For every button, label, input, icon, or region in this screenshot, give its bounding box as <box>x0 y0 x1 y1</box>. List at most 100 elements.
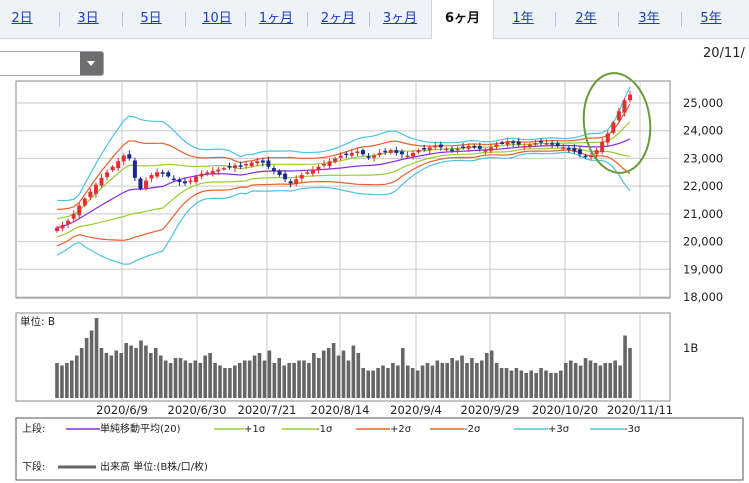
volume-bar <box>272 363 277 398</box>
candle-up <box>316 166 321 170</box>
legend-upper-label: 上段: <box>22 422 45 435</box>
volume-bar <box>440 363 445 398</box>
volume-bar <box>391 363 395 398</box>
candle-up <box>628 94 632 101</box>
indicator-select[interactable] <box>0 51 104 76</box>
price-tick-label: 24,000 <box>683 124 723 138</box>
volume-bar <box>593 363 598 398</box>
candle-up <box>544 143 549 145</box>
candle-up <box>149 175 154 179</box>
volume-bar <box>445 363 450 398</box>
tab-10-days[interactable]: 10日 <box>202 11 232 26</box>
volume-bar <box>524 373 529 398</box>
volume-bar <box>312 353 316 398</box>
candle-down <box>288 181 293 184</box>
candle-up <box>349 152 354 156</box>
volume-bar <box>583 358 588 398</box>
volume-bar <box>559 370 563 398</box>
candle-down <box>344 153 349 156</box>
tab-1-year[interactable]: 1年 <box>512 11 534 26</box>
volume-bar <box>104 353 109 398</box>
plus-2-sigma-line <box>56 103 631 210</box>
tab-1-month[interactable]: 1ヶ月 <box>258 11 294 26</box>
volume-bar <box>613 360 617 398</box>
date-tick-label: 2020/10/20 <box>532 403 598 417</box>
volume-bars <box>55 318 632 398</box>
volume-bar <box>287 363 291 398</box>
volume-bar <box>79 348 84 398</box>
volume-bar <box>598 365 603 398</box>
price-tick-label: 25,000 <box>683 96 723 110</box>
tab-3-years[interactable]: 3年 <box>638 11 660 26</box>
tab-5-days[interactable]: 5日 <box>140 11 162 26</box>
volume-bar <box>262 360 267 398</box>
price-tick-label: 19,000 <box>683 262 723 276</box>
candle-down <box>577 149 582 155</box>
volume-bar <box>376 368 380 398</box>
candle-up <box>99 177 104 186</box>
volume-bar <box>109 355 114 398</box>
chevron-down-icon[interactable] <box>80 52 103 75</box>
volume-bar <box>74 355 79 398</box>
candle-down <box>550 143 555 145</box>
candle-down <box>477 145 482 149</box>
tab-3-days[interactable]: 3日 <box>77 11 99 26</box>
price-plot-frame <box>15 80 671 299</box>
tab-separator <box>618 12 619 27</box>
tab-separator <box>681 12 682 27</box>
volume-bar <box>119 353 124 398</box>
volume-bar <box>405 365 410 398</box>
bollinger-bands <box>56 86 631 265</box>
volume-bar <box>65 363 69 398</box>
tab-5-years[interactable]: 5年 <box>700 11 722 26</box>
candle-up <box>66 220 71 225</box>
candle-up <box>622 100 627 113</box>
candle-up <box>377 152 382 155</box>
volume-bar <box>504 368 509 398</box>
volume-bar <box>134 348 138 398</box>
candle-up <box>244 163 249 166</box>
candle-up <box>589 155 594 158</box>
candle-up <box>305 172 310 174</box>
candle-up <box>255 161 260 164</box>
candle-up <box>199 173 204 177</box>
candle-down <box>171 178 176 181</box>
volume-bar <box>99 348 104 398</box>
candle-down <box>383 150 388 153</box>
tab-2-years[interactable]: 2年 <box>575 11 597 26</box>
candle-up <box>405 155 410 158</box>
volume-bar <box>149 353 153 398</box>
tab-2-months[interactable]: 2ヶ月 <box>320 11 356 26</box>
candle-down <box>394 150 399 153</box>
candle-up <box>416 150 421 153</box>
tab-2-days[interactable]: 2日 <box>11 11 33 26</box>
volume-bar <box>242 360 247 398</box>
candle-up <box>338 155 343 158</box>
tab-3-months[interactable]: 3ヶ月 <box>382 11 418 26</box>
volume-bar <box>228 368 232 398</box>
volume-bar <box>302 360 306 398</box>
legend-item-plus1: +1σ <box>244 424 266 435</box>
tab-6-months[interactable]: 6ヶ月 <box>431 0 494 39</box>
candle-down <box>127 154 132 159</box>
volume-bar <box>70 360 74 398</box>
volume-bar <box>460 355 464 398</box>
volume-bar <box>386 368 390 398</box>
candle-up <box>505 141 510 145</box>
candle-up <box>205 172 210 174</box>
date-tick-label: 2020/9/4 <box>390 403 442 417</box>
volume-bar <box>588 360 593 398</box>
volume-bar <box>321 350 326 398</box>
volume-bar <box>158 355 163 398</box>
date-label: 20/11/ <box>703 46 745 61</box>
volume-unit-label: 単位: B <box>20 315 55 328</box>
volume-bar <box>356 353 361 398</box>
minus-2-sigma-line <box>56 149 631 247</box>
candle-down <box>449 149 454 151</box>
volume-bar <box>519 370 524 398</box>
candle-up <box>494 144 499 147</box>
volume-bar <box>203 355 207 398</box>
volume-bar <box>208 353 212 398</box>
candle-down <box>238 165 243 167</box>
volume-bar <box>450 358 454 398</box>
